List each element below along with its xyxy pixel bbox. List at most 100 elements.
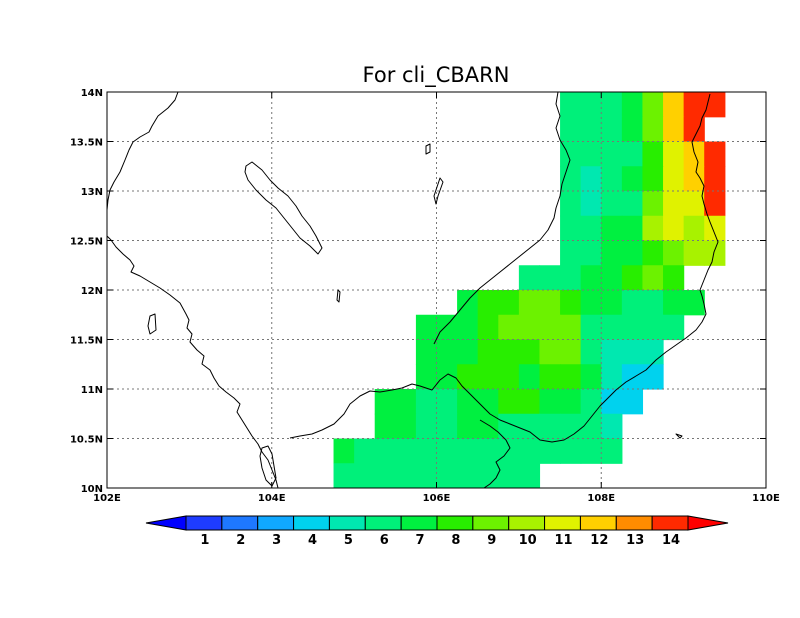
colorbar-label: 7 bbox=[416, 533, 425, 548]
colorbar-label: 8 bbox=[451, 533, 460, 548]
island-small-2 bbox=[147, 313, 157, 335]
data-cell bbox=[704, 191, 726, 217]
data-cell bbox=[457, 290, 479, 316]
colorbar-swatch bbox=[579, 515, 617, 531]
data-cell bbox=[683, 240, 705, 266]
data-cell bbox=[477, 314, 499, 341]
y-tick-label: 12.5N bbox=[70, 237, 103, 248]
data-cell bbox=[601, 364, 623, 390]
data-cell bbox=[560, 290, 582, 316]
data-cell bbox=[621, 191, 644, 217]
colorbar-swatch bbox=[400, 515, 438, 531]
data-cell bbox=[354, 438, 376, 464]
colorbar-label: 1 bbox=[200, 533, 209, 548]
data-cell bbox=[642, 191, 664, 217]
data-cell bbox=[560, 215, 582, 242]
data-cell bbox=[415, 463, 438, 488]
vietnam-coastline bbox=[289, 93, 719, 443]
data-cell bbox=[395, 463, 417, 488]
data-cell bbox=[601, 438, 623, 464]
coastline bbox=[107, 92, 719, 488]
data-cell bbox=[560, 314, 582, 341]
data-cell bbox=[601, 413, 623, 440]
colorbar-under-arrow bbox=[145, 515, 187, 531]
data-cell bbox=[518, 265, 541, 291]
colorbar-swatch bbox=[257, 515, 295, 531]
data-cell bbox=[642, 116, 664, 143]
data-cell bbox=[415, 339, 438, 365]
data-cell bbox=[498, 314, 520, 341]
y-tick-label: 11.5N bbox=[70, 336, 103, 347]
data-cell bbox=[621, 389, 644, 415]
data-cell bbox=[601, 389, 623, 415]
data-cell bbox=[601, 240, 623, 266]
data-cell bbox=[704, 215, 726, 242]
data-cell bbox=[663, 92, 685, 118]
data-cell bbox=[457, 438, 479, 464]
data-cell bbox=[580, 191, 602, 217]
data-cell bbox=[498, 389, 520, 415]
tonle-sap-lake bbox=[244, 161, 323, 255]
data-cell bbox=[560, 265, 582, 291]
data-cell bbox=[518, 290, 541, 316]
data-cell bbox=[457, 339, 479, 365]
data-cell bbox=[477, 339, 499, 365]
colorbar-swatch bbox=[544, 515, 581, 531]
data-cell bbox=[457, 314, 479, 341]
colorbar-over-arrow bbox=[687, 515, 729, 531]
data-cell bbox=[539, 364, 561, 390]
data-cell bbox=[518, 438, 541, 464]
island-small-1 bbox=[336, 289, 341, 303]
inland-coastline bbox=[433, 92, 571, 345]
colorbar-label: 13 bbox=[626, 533, 644, 548]
data-cell bbox=[518, 389, 541, 415]
colorbar-swatch bbox=[436, 515, 474, 531]
data-cell bbox=[580, 92, 602, 118]
island-north-1 bbox=[425, 143, 431, 155]
data-cell bbox=[477, 463, 499, 488]
data-cell bbox=[539, 314, 561, 341]
data-cell bbox=[374, 389, 396, 415]
data-cell bbox=[642, 364, 664, 390]
data-cell bbox=[601, 215, 623, 242]
data-cell bbox=[395, 389, 417, 415]
data-cell bbox=[539, 290, 561, 316]
data-cell bbox=[642, 314, 664, 341]
colorbar-swatch bbox=[328, 515, 366, 531]
data-cell bbox=[601, 141, 623, 167]
colorbar-label: 12 bbox=[590, 533, 608, 548]
data-cell bbox=[663, 191, 685, 217]
data-cell bbox=[704, 166, 726, 192]
data-cell bbox=[580, 438, 602, 464]
colorbar-swatch bbox=[221, 515, 259, 531]
colorbar-swatch bbox=[185, 515, 223, 531]
data-cell bbox=[539, 389, 561, 415]
data-cell bbox=[683, 166, 705, 192]
data-cell bbox=[374, 463, 396, 488]
gulf-coastline bbox=[107, 235, 279, 488]
mekong-delta-coastline bbox=[479, 419, 511, 488]
data-cell bbox=[415, 389, 438, 415]
data-cell bbox=[518, 463, 541, 488]
colorbar-swatch bbox=[615, 515, 653, 531]
data-cell bbox=[621, 141, 644, 167]
data-cell bbox=[601, 265, 623, 291]
data-cell bbox=[477, 290, 499, 316]
data-cell bbox=[539, 339, 561, 365]
data-cell bbox=[704, 141, 726, 167]
data-cell bbox=[457, 463, 479, 488]
data-cell bbox=[663, 240, 685, 266]
colorbar-swatch bbox=[472, 515, 510, 531]
data-cell bbox=[683, 141, 705, 167]
data-cell bbox=[683, 116, 705, 143]
island-phu-quoc bbox=[259, 445, 277, 487]
data-cell bbox=[518, 413, 541, 440]
data-cell bbox=[498, 364, 520, 390]
data-cell bbox=[704, 92, 726, 118]
island-north-2 bbox=[433, 177, 444, 205]
x-tick-label: 110E bbox=[752, 493, 780, 504]
data-cell bbox=[436, 314, 458, 341]
data-cell bbox=[415, 438, 438, 464]
data-cell bbox=[477, 364, 499, 390]
data-cell bbox=[560, 339, 582, 365]
